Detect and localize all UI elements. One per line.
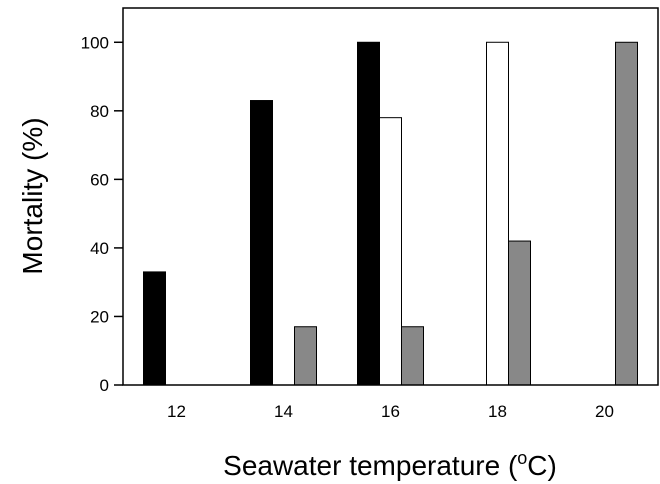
bar-series3-18 xyxy=(508,240,531,386)
y-tick-label: 0 xyxy=(100,376,109,395)
bar-series3-16 xyxy=(401,326,424,386)
y-axis-title: Mortality (%) xyxy=(17,117,48,274)
bars-layer xyxy=(143,41,638,386)
x-axis-title-main: Seawater temperature ( xyxy=(223,450,518,481)
y-tick-label: 80 xyxy=(90,102,109,121)
bar-series1-12 xyxy=(143,271,166,386)
x-tick-label: 20 xyxy=(595,402,614,421)
y-tick-label: 40 xyxy=(90,239,109,258)
y-tick-label: 100 xyxy=(81,33,109,52)
y-axis-ticks: 0 20 40 60 80 100 xyxy=(81,33,123,395)
bar-series1-16 xyxy=(357,41,380,386)
x-axis-title-superscript: o xyxy=(517,448,527,468)
x-tick-label: 16 xyxy=(381,402,400,421)
x-axis-title-suffix: C) xyxy=(527,450,557,481)
bar-series2-16 xyxy=(379,117,402,386)
bar-series3-20 xyxy=(615,41,638,386)
y-tick-label: 60 xyxy=(90,170,109,189)
plot-frame xyxy=(122,7,659,386)
x-tick-label: 18 xyxy=(488,402,507,421)
y-tick-label: 20 xyxy=(90,307,109,326)
bar-series1-14 xyxy=(250,100,273,386)
bar-series3-14 xyxy=(294,326,317,386)
x-axis-ticks: 12 14 16 18 20 xyxy=(167,402,614,421)
x-tick-label: 14 xyxy=(274,402,293,421)
x-axis-title: Seawater temperature (oC) xyxy=(223,448,557,481)
bar-series2-18 xyxy=(486,41,509,386)
x-tick-label: 12 xyxy=(167,402,186,421)
